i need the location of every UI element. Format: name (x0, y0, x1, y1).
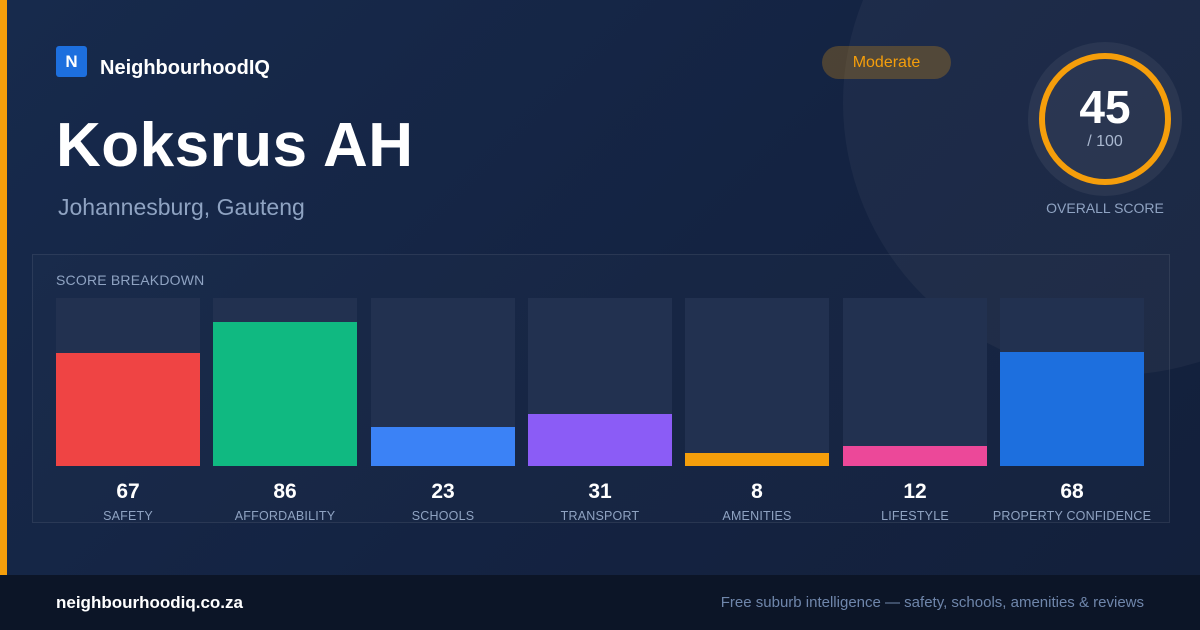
overall-score-value: 45 (1079, 81, 1131, 133)
bar-track (56, 298, 200, 466)
logo-icon: N (56, 46, 87, 77)
location-subtitle: Johannesburg, Gauteng (58, 194, 305, 220)
bar-fill (1000, 352, 1144, 466)
bar-fill (56, 353, 200, 466)
bar-label: TRANSPORT (560, 509, 640, 523)
score-ring-progress (1039, 53, 1171, 185)
bar-label: SAFETY (103, 509, 153, 523)
score-bar-lifestyle: 12 LIFESTYLE (843, 298, 987, 524)
bar-track (685, 298, 829, 466)
footer-url[interactable]: neighbourhoodiq.co.za (56, 593, 243, 612)
bar-value: 31 (588, 480, 612, 503)
score-bar-property-confidence: 68 PROPERTY CONFIDENCE (993, 298, 1151, 524)
bar-value: 8 (751, 480, 763, 503)
bar-value: 67 (116, 480, 140, 503)
bar-value: 86 (273, 480, 297, 503)
score-bar-safety: 67 SAFETY (56, 298, 200, 524)
bar-value: 12 (903, 480, 927, 503)
score-breakdown-title: SCORE BREAKDOWN (56, 272, 205, 288)
bar-track (371, 298, 515, 466)
bar-track (1000, 298, 1144, 466)
score-breakdown-panel (32, 254, 1170, 523)
footer: neighbourhoodiq.co.za Free suburb intell… (0, 575, 1200, 630)
bar-label: AMENITIES (722, 509, 792, 523)
hero-background (0, 0, 1200, 575)
bar-track (843, 298, 987, 466)
bar-fill (843, 446, 987, 466)
page-title: Koksrus AH (56, 111, 414, 180)
brand-name: NeighbourhoodIQ (100, 57, 270, 79)
bar-fill (528, 414, 672, 466)
bar-fill (371, 427, 515, 466)
bar-track (213, 298, 357, 466)
bar-label: PROPERTY CONFIDENCE (992, 509, 1152, 523)
bar-value: 23 (431, 480, 455, 503)
score-bar-transport: 31 TRANSPORT (528, 298, 672, 524)
overall-score-ring: 45 / 100 (1028, 42, 1182, 196)
accent-bar (0, 0, 7, 575)
bar-label: LIFESTYLE (881, 509, 949, 523)
bar-fill (685, 453, 829, 466)
bar-track (528, 298, 672, 466)
bar-label: AFFORDABILITY (234, 509, 336, 523)
bar-value: 68 (1060, 480, 1084, 503)
bar-label: SCHOOLS (411, 509, 475, 523)
score-bar-schools: 23 SCHOOLS (371, 298, 515, 524)
overall-score-max: / 100 (1087, 133, 1123, 150)
bar-fill (213, 322, 357, 466)
overall-score-caption: OVERALL SCORE (1046, 200, 1164, 216)
footer-tagline: Free suburb intelligence — safety, schoo… (720, 594, 1144, 611)
score-bar-affordability: 86 AFFORDABILITY (213, 298, 357, 524)
rating-badge: Moderate (822, 46, 951, 79)
score-bar-amenities: 8 AMENITIES (685, 298, 829, 524)
score-ring-graphic (1028, 42, 1182, 196)
